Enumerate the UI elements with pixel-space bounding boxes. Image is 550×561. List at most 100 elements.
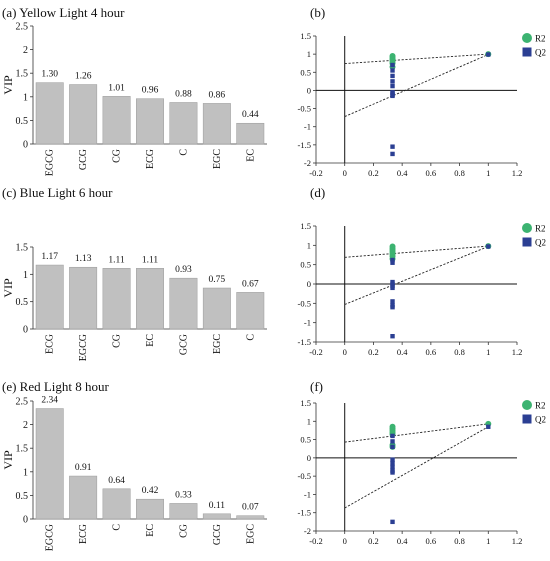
data-label: 0.86 bbox=[209, 90, 226, 100]
y-tick-label: 0.5 bbox=[16, 116, 29, 127]
y-tick-label: 0 bbox=[23, 515, 28, 526]
point-q2 bbox=[390, 444, 395, 450]
point-q2 bbox=[390, 62, 395, 68]
trend-line-r2 bbox=[344, 53, 489, 65]
x-tick-label: EGCG bbox=[45, 149, 56, 176]
point-q2 bbox=[390, 257, 395, 263]
x-tick-label: GCG bbox=[78, 149, 89, 170]
y-tick-label: -1.5 bbox=[298, 337, 311, 347]
bar bbox=[69, 266, 98, 330]
bar-panel-e: (e) Red Light 8 hour 0 0.5 1 1.5 2 2.5 VIP 2.34 E… bbox=[1, 379, 267, 551]
x-tick-label: -0.2 bbox=[309, 347, 322, 357]
y-tick-label: 0 bbox=[23, 140, 28, 151]
point-q2 bbox=[390, 68, 395, 73]
point-q2 bbox=[390, 334, 395, 339]
point-q2 bbox=[390, 151, 395, 157]
data-label: 0.11 bbox=[209, 501, 226, 511]
x-tick-label: 0.6 bbox=[426, 168, 437, 178]
x-tick-label: 1.2 bbox=[512, 536, 523, 546]
data-label: 0.44 bbox=[242, 110, 259, 120]
x-tick-label: 0.6 bbox=[426, 536, 437, 546]
y-tick-label: -1 bbox=[304, 489, 311, 499]
legend-marker-q2 bbox=[522, 414, 532, 424]
panel-title: (a) Yellow Light 4 hour bbox=[2, 5, 125, 20]
trend-line-q2 bbox=[344, 426, 489, 509]
legend-marker-r2 bbox=[522, 223, 532, 233]
legend-label-q2: Q2 bbox=[535, 238, 546, 248]
point-q2 bbox=[390, 93, 395, 99]
legend-label-r2: R2 bbox=[535, 224, 546, 234]
y-tick-label: 1.5 bbox=[16, 444, 29, 455]
x-tick-label: 0.4 bbox=[397, 168, 408, 178]
x-tick-label: GCG bbox=[212, 524, 223, 545]
y-tick-label: -2 bbox=[304, 526, 311, 536]
x-tick-label: 1 bbox=[486, 347, 490, 357]
x-tick-label: 0.8 bbox=[454, 536, 465, 546]
data-label: 0.91 bbox=[75, 463, 92, 473]
y-tick-label: 1.5 bbox=[300, 398, 311, 408]
trend-line-q2 bbox=[344, 54, 489, 117]
data-label: 0.93 bbox=[175, 265, 192, 275]
panel-label: (f) bbox=[310, 379, 323, 394]
trend-line-r2 bbox=[344, 245, 489, 258]
point-q2 bbox=[390, 73, 395, 79]
bar bbox=[236, 515, 265, 520]
y-tick-label: 1 bbox=[23, 92, 28, 103]
y-tick-label: 0.5 bbox=[300, 260, 311, 270]
point-q2 bbox=[390, 433, 395, 439]
legend-label-q2: Q2 bbox=[535, 415, 546, 425]
x-tick-label: 0.8 bbox=[454, 168, 465, 178]
y-tick-label: -1 bbox=[304, 318, 311, 328]
y-tick-label: 2.5 bbox=[16, 22, 29, 33]
data-label: 0.75 bbox=[209, 275, 226, 285]
data-label: 1.01 bbox=[108, 83, 125, 93]
legend-marker-q2 bbox=[522, 47, 532, 57]
panel-label: (d) bbox=[310, 185, 325, 200]
y-tick-label: 0 bbox=[23, 325, 28, 336]
x-tick-label: ECG bbox=[45, 334, 56, 354]
data-label: 1.11 bbox=[142, 255, 159, 265]
point-q2 bbox=[390, 83, 395, 89]
data-label: 1.17 bbox=[41, 252, 58, 262]
y-tick-label: -2 bbox=[304, 158, 311, 168]
x-tick-label: 0 bbox=[343, 536, 347, 546]
point-q2 bbox=[390, 464, 395, 470]
y-tick-label: -1 bbox=[304, 122, 311, 132]
bar bbox=[35, 408, 64, 520]
x-tick-label: EGC bbox=[245, 524, 256, 544]
y-tick-label: 2 bbox=[23, 45, 28, 56]
panel-title: (e) Red Light 8 hour bbox=[2, 379, 110, 394]
legend-marker-r2 bbox=[522, 33, 532, 43]
data-label: 0.42 bbox=[142, 486, 159, 496]
point-q2 bbox=[486, 244, 491, 249]
x-tick-label: GCG bbox=[178, 334, 189, 355]
y-tick-label: 1.5 bbox=[300, 221, 311, 231]
bar-panel-a: (a) Yellow Light 4 hour 0 0.5 1 1.5 2 2.5 VIP 1.… bbox=[1, 5, 267, 176]
bar bbox=[202, 513, 231, 520]
y-tick-label: -0.5 bbox=[298, 298, 311, 308]
x-tick-label: 0 bbox=[343, 347, 347, 357]
x-tick-label: EGC bbox=[212, 149, 223, 169]
point-q2 bbox=[390, 260, 395, 265]
bar bbox=[102, 488, 131, 520]
y-axis-label: VIP bbox=[1, 450, 15, 470]
bar bbox=[136, 268, 164, 330]
point-q2 bbox=[390, 285, 395, 291]
x-tick-label: 1 bbox=[486, 536, 490, 546]
data-label: 0.33 bbox=[175, 490, 192, 500]
bar bbox=[236, 292, 265, 330]
x-tick-label: 0.2 bbox=[368, 168, 379, 178]
data-label: 0.67 bbox=[242, 279, 259, 289]
panel-title: (c) Blue Light 6 hour bbox=[2, 185, 113, 200]
bar bbox=[136, 98, 164, 145]
bar bbox=[202, 103, 231, 145]
legend-label-r2: R2 bbox=[535, 34, 546, 44]
bar bbox=[136, 498, 164, 520]
x-tick-label: EC bbox=[145, 334, 156, 347]
data-label: 1.26 bbox=[75, 72, 92, 82]
x-tick-label: ECG bbox=[78, 524, 89, 544]
x-tick-label: ECG bbox=[145, 149, 156, 169]
x-tick-label: EC bbox=[145, 524, 156, 537]
bar bbox=[35, 264, 64, 330]
